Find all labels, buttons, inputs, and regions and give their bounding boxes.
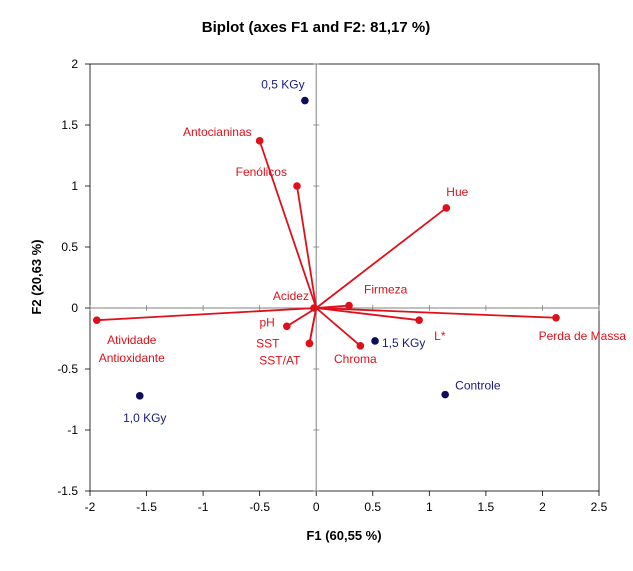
y-tick-label: -1.5 [57,484,78,498]
variable-vector [316,307,557,319]
variable-vector [315,207,447,309]
variable-vector [286,307,317,328]
variable-vectors [92,137,560,350]
variable-label: SST/AT [259,353,301,367]
variable-label: Acidez [273,289,309,303]
variable-label: Antocianinas [183,125,252,139]
x-tick-label: 2 [539,500,546,514]
variable-point [283,322,291,331]
x-tick-label: 2.5 [591,500,608,514]
y-tick-label: 1.5 [61,118,78,132]
variable-point [305,339,314,348]
plot-area-frame [89,63,600,492]
observation-label: 1,0 KGy [123,411,166,425]
variable-vector [315,307,361,347]
variable-vector [258,140,318,309]
x-tick-label: 1.5 [478,500,495,514]
chart-title: Biplot (axes F1 and F2: 81,17 %) [202,19,430,36]
variable-label: Firmeza [364,283,408,297]
variable-point [442,204,451,212]
variable-point [92,316,101,325]
observation-point [301,96,309,105]
observation-label: 1,5 KGy [382,336,425,350]
x-axis-title: F1 (60,55 %) [306,528,381,543]
variable-vector [296,185,318,309]
variable-point [293,182,301,190]
y-tick-label: 0.5 [61,240,78,254]
observation-point [135,392,144,400]
ticks-layer: -2 -1.5 -1 -0.5 0 0.5 1 1.5 2 2.5 -1.5 -1 -0.5 0 0.5 1 1… [57,57,607,514]
observation-point [441,390,449,399]
variable-point [356,342,365,350]
y-tick-label: 0 [71,301,78,315]
x-tick-label: -2 [85,500,96,514]
variable-label: SST [256,336,280,350]
x-tick-label: -0.5 [249,500,270,514]
y-tick-label: 1 [71,179,78,193]
variable-label: Hue [446,185,468,199]
variable-vector [308,307,318,344]
x-tick-label: -1.5 [136,500,157,514]
y-tick-label: -1 [67,423,78,437]
variable-point [255,137,264,145]
variable-point [415,316,423,325]
y-axis-title: F2 (20,63 %) [29,239,44,314]
variable-label: Perda de Massa [539,329,627,343]
variable-label: pH [259,315,274,329]
point-labels: Antocianinas Fenólicos Hue Acidez Firmeza pH S… [99,78,627,425]
y-tick-label: 2 [71,57,78,71]
variable-vector [316,307,420,322]
variable-point [552,313,560,322]
variable-label: Fenólicos [236,165,287,179]
variable-vector [96,307,317,322]
axes-layer [90,64,599,491]
variable-label: L* [434,329,446,343]
variable-label: Atividade Antioxidante [99,333,165,365]
observation-label: Controle [455,379,501,393]
variable-label: Chroma [334,352,377,366]
observation-points [135,96,449,400]
x-tick-label: 1 [426,500,433,514]
y-tick-label: -0.5 [57,362,78,376]
x-tick-label: 0.5 [364,500,381,514]
x-tick-label: -1 [198,500,209,514]
variable-point [345,301,353,310]
x-tick-label: 0 [313,500,320,514]
observation-label: 0,5 KGy [261,78,304,92]
observation-point [371,337,379,345]
